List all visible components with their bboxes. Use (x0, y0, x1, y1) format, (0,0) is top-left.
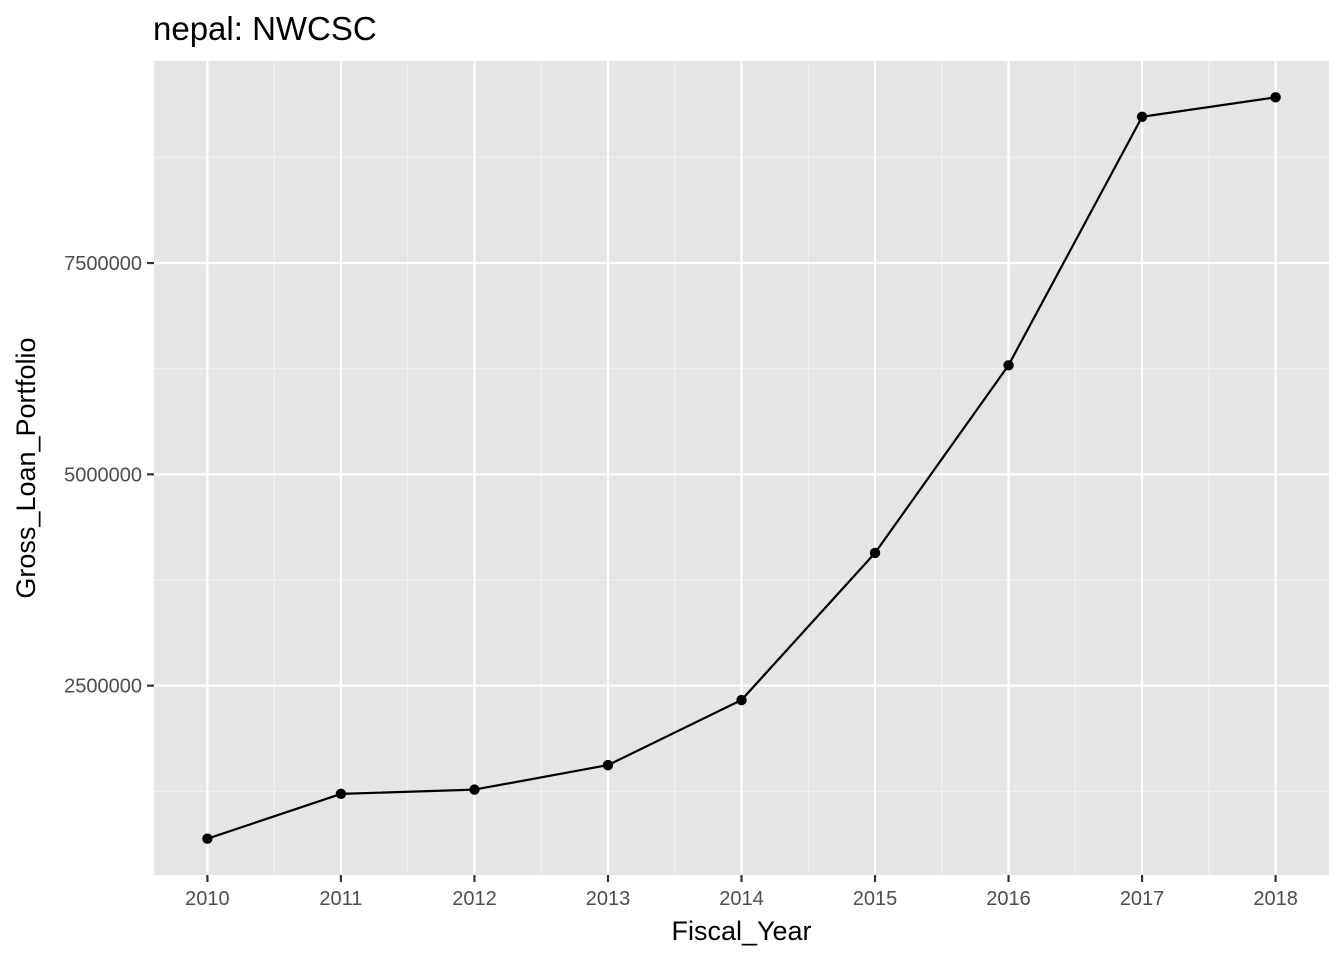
x-tick-label: 2016 (986, 888, 1031, 910)
data-series (202, 92, 1281, 844)
y-tick-label: 5000000 (64, 464, 142, 486)
y-tick-label: 2500000 (64, 676, 142, 698)
grid-lines (154, 61, 1329, 875)
data-point (869, 547, 881, 559)
data-point (736, 694, 747, 706)
x-tick-label: 2011 (319, 888, 362, 910)
data-point (469, 784, 480, 795)
x-tick-label: 2010 (185, 888, 230, 910)
data-point (202, 833, 213, 844)
chart-title: nepal: NWCSC (153, 10, 377, 47)
x-tick-label: 2012 (452, 888, 497, 910)
data-point (1003, 360, 1014, 371)
y-tick-label: 7500000 (64, 253, 142, 275)
x-tick-label: 2018 (1253, 888, 1298, 910)
data-point (335, 788, 347, 800)
x-tick-label: 2013 (586, 888, 631, 910)
data-point (1136, 111, 1148, 122)
axes: 2500000 5000000 7500000 2010 2011 2012 2013 201… (64, 253, 1298, 910)
y-axis-title: Gross_Loan_Portfolio (11, 337, 41, 598)
x-axis-title: Fiscal_Year (671, 916, 811, 946)
x-tick-label: 2014 (719, 888, 764, 910)
data-point (1270, 92, 1281, 103)
data-point (602, 759, 614, 771)
x-tick-label: 2015 (853, 888, 898, 910)
x-tick-label: 2017 (1120, 888, 1165, 910)
